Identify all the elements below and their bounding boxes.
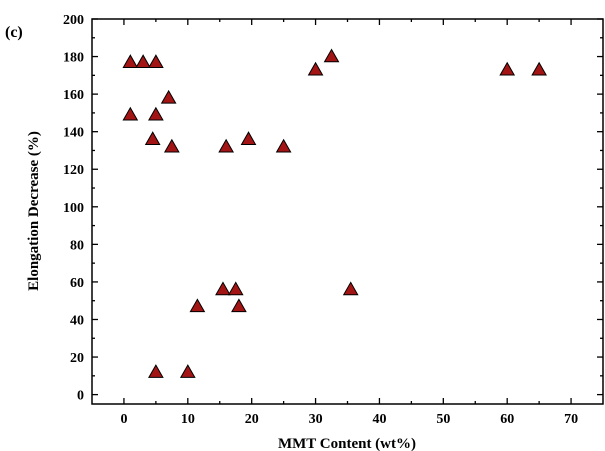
x-tick-label: 10 bbox=[181, 412, 195, 427]
data-point bbox=[323, 48, 340, 63]
y-tick-labels: 0 20 40 60 80 100 120 140 160 180 200 bbox=[63, 13, 84, 404]
data-point bbox=[275, 138, 292, 153]
data-point bbox=[160, 89, 177, 104]
data-point bbox=[531, 61, 547, 76]
data-point bbox=[148, 54, 164, 68]
data-point bbox=[499, 61, 516, 76]
x-axis-title: MMT Content (wt%) bbox=[278, 436, 416, 451]
data-point bbox=[227, 281, 244, 296]
y-tick-label: 20 bbox=[70, 351, 84, 366]
data-point bbox=[231, 298, 247, 313]
data-point bbox=[148, 106, 164, 121]
y-tick-label: 80 bbox=[70, 238, 84, 253]
panel-label: (c) bbox=[5, 24, 23, 41]
data-point bbox=[215, 281, 231, 296]
data-point bbox=[179, 364, 196, 378]
x-tick-label: 70 bbox=[564, 412, 578, 427]
y-tick-label: 180 bbox=[63, 51, 84, 66]
y-tick-label: 200 bbox=[63, 13, 84, 28]
y-tick-label: 100 bbox=[63, 201, 84, 216]
data-point bbox=[342, 281, 359, 296]
data-point bbox=[218, 138, 234, 153]
data-point bbox=[307, 61, 324, 76]
x-tick-label: 30 bbox=[309, 412, 323, 427]
x-tick-label: 40 bbox=[372, 412, 386, 427]
y-tick-label: 140 bbox=[63, 126, 84, 141]
axis-ticks bbox=[92, 18, 603, 404]
x-tick-label: 20 bbox=[245, 412, 259, 427]
y-tick-label: 120 bbox=[63, 163, 84, 178]
y-tick-label: 0 bbox=[77, 389, 84, 404]
data-point bbox=[122, 54, 139, 68]
data-point bbox=[189, 298, 206, 313]
x-tick-label: 0 bbox=[120, 412, 127, 427]
data-point bbox=[144, 131, 161, 145]
data-point bbox=[148, 364, 164, 378]
y-tick-label: 160 bbox=[63, 88, 84, 103]
y-tick-label: 60 bbox=[70, 276, 84, 291]
x-tick-label: 50 bbox=[436, 412, 450, 427]
data-point bbox=[163, 138, 180, 153]
x-tick-labels: 0 10 20 30 40 50 60 70 bbox=[120, 412, 578, 427]
data-point bbox=[135, 54, 151, 68]
data-point bbox=[240, 131, 257, 145]
data-point bbox=[122, 106, 139, 121]
plot-frame bbox=[91, 18, 604, 405]
x-tick-label: 60 bbox=[500, 412, 514, 427]
data-points bbox=[122, 48, 547, 378]
y-tick-label: 40 bbox=[70, 313, 84, 328]
y-axis-title: Elongation Decrease (%) bbox=[26, 131, 42, 291]
